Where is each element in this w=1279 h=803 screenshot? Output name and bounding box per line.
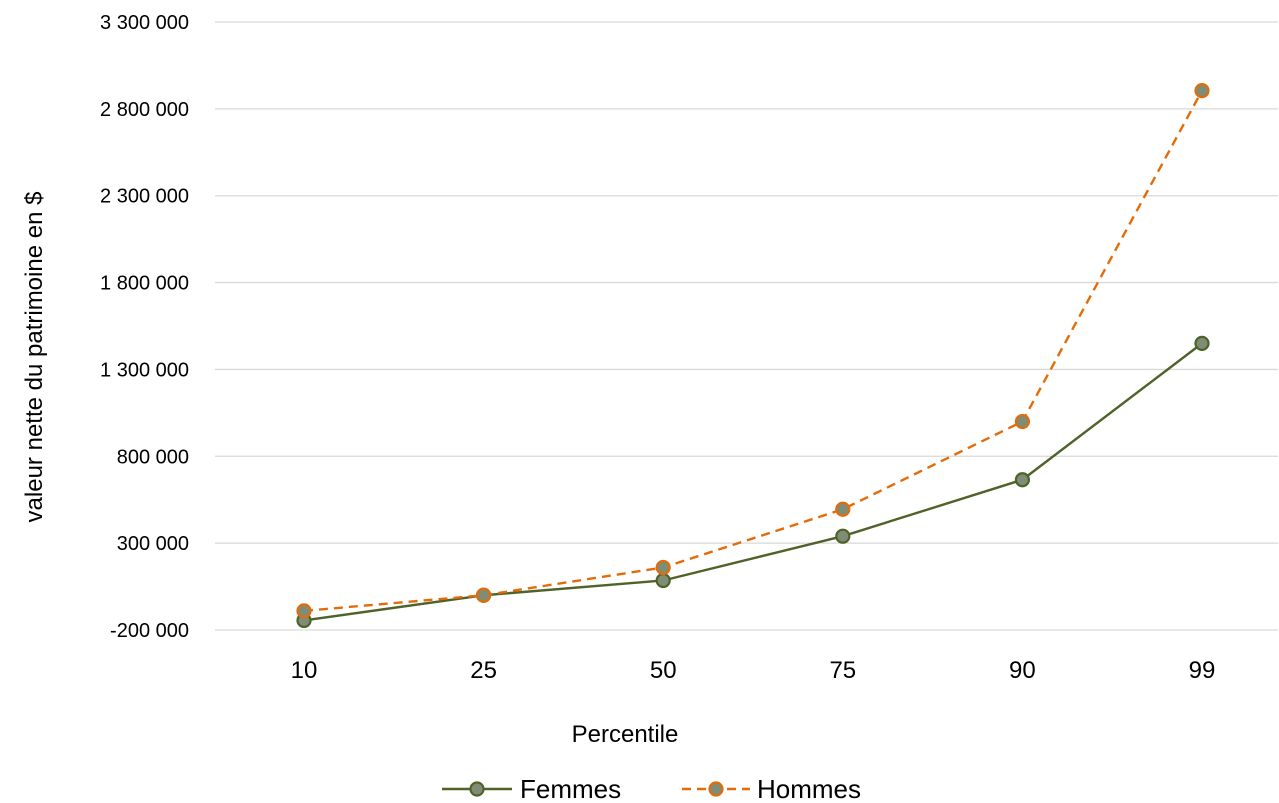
data-point <box>1194 83 1210 99</box>
data-point <box>835 501 851 517</box>
data-point <box>476 587 492 603</box>
legend-label: Hommes <box>757 774 861 803</box>
y-axis-tick-labels: -200 000 300 000 800 000 1 300 000 1 800 000… <box>100 12 189 642</box>
legend-label: Femmes <box>520 774 621 803</box>
data-point <box>1014 472 1031 488</box>
x-tick-label: 90 <box>1009 657 1036 684</box>
series-femmes <box>296 335 1210 629</box>
x-tick-label: 50 <box>650 657 677 684</box>
y-tick-label: 1 300 000 <box>100 359 189 381</box>
y-tick-label: -200 000 <box>110 620 189 642</box>
data-point <box>835 528 851 544</box>
x-axis-tick-labels: 10 25 50 75 90 99 <box>291 657 1216 684</box>
legend: Femmes Hommes <box>442 774 861 803</box>
series-hommes <box>296 83 1210 619</box>
x-axis-title: Percentile <box>572 721 679 748</box>
data-point <box>296 603 312 619</box>
y-tick-label: 300 000 <box>117 533 189 555</box>
data-point <box>655 572 671 589</box>
y-tick-label: 800 000 <box>117 446 189 468</box>
x-tick-label: 99 <box>1189 657 1216 684</box>
data-point <box>1194 335 1210 351</box>
series-line <box>303 90 1204 613</box>
legend-marker <box>469 781 485 797</box>
data-point <box>655 559 671 576</box>
y-tick-label: 2 300 000 <box>100 186 189 208</box>
x-tick-label: 25 <box>470 657 497 684</box>
legend-item-hommes: Hommes <box>682 774 861 803</box>
y-tick-label: 3 300 000 <box>100 12 189 34</box>
y-tick-label: 1 800 000 <box>100 273 189 295</box>
data-point <box>1014 413 1031 430</box>
x-tick-label: 75 <box>829 657 856 684</box>
x-tick-label: 10 <box>291 657 318 684</box>
y-tick-label: 2 800 000 <box>100 99 189 121</box>
series-line <box>303 342 1203 622</box>
legend-marker <box>708 781 724 797</box>
legend-item-femmes: Femmes <box>442 774 621 803</box>
y-axis-title: valeur nette du patrimoine en $ <box>21 192 48 523</box>
series-layer <box>296 83 1210 629</box>
gridlines <box>215 21 1278 631</box>
